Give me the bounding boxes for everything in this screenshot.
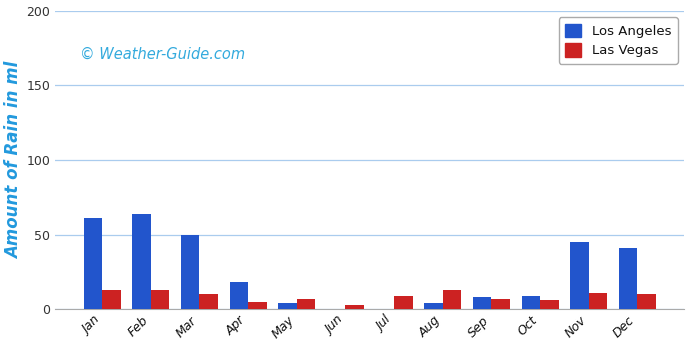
Bar bbox=[522, 296, 540, 309]
Bar bbox=[248, 302, 266, 309]
Bar bbox=[230, 282, 248, 309]
Bar bbox=[199, 294, 218, 309]
Bar bbox=[181, 235, 199, 309]
Bar bbox=[346, 305, 364, 309]
Bar bbox=[589, 293, 607, 309]
Bar bbox=[638, 294, 656, 309]
Bar bbox=[83, 218, 102, 309]
Bar bbox=[491, 299, 510, 309]
Bar bbox=[424, 303, 443, 309]
Legend: Los Angeles, Las Vegas: Los Angeles, Las Vegas bbox=[559, 17, 678, 64]
Bar bbox=[132, 214, 151, 309]
Text: © Weather-Guide.com: © Weather-Guide.com bbox=[80, 46, 246, 61]
Bar bbox=[151, 290, 169, 309]
Bar bbox=[540, 300, 558, 309]
Bar bbox=[394, 296, 413, 309]
Bar bbox=[102, 290, 121, 309]
Bar bbox=[570, 242, 589, 309]
Bar bbox=[443, 290, 461, 309]
Y-axis label: Amount of Rain in ml: Amount of Rain in ml bbox=[6, 61, 23, 259]
Bar bbox=[278, 303, 297, 309]
Bar bbox=[297, 299, 315, 309]
Bar bbox=[473, 297, 491, 309]
Bar bbox=[619, 248, 638, 309]
